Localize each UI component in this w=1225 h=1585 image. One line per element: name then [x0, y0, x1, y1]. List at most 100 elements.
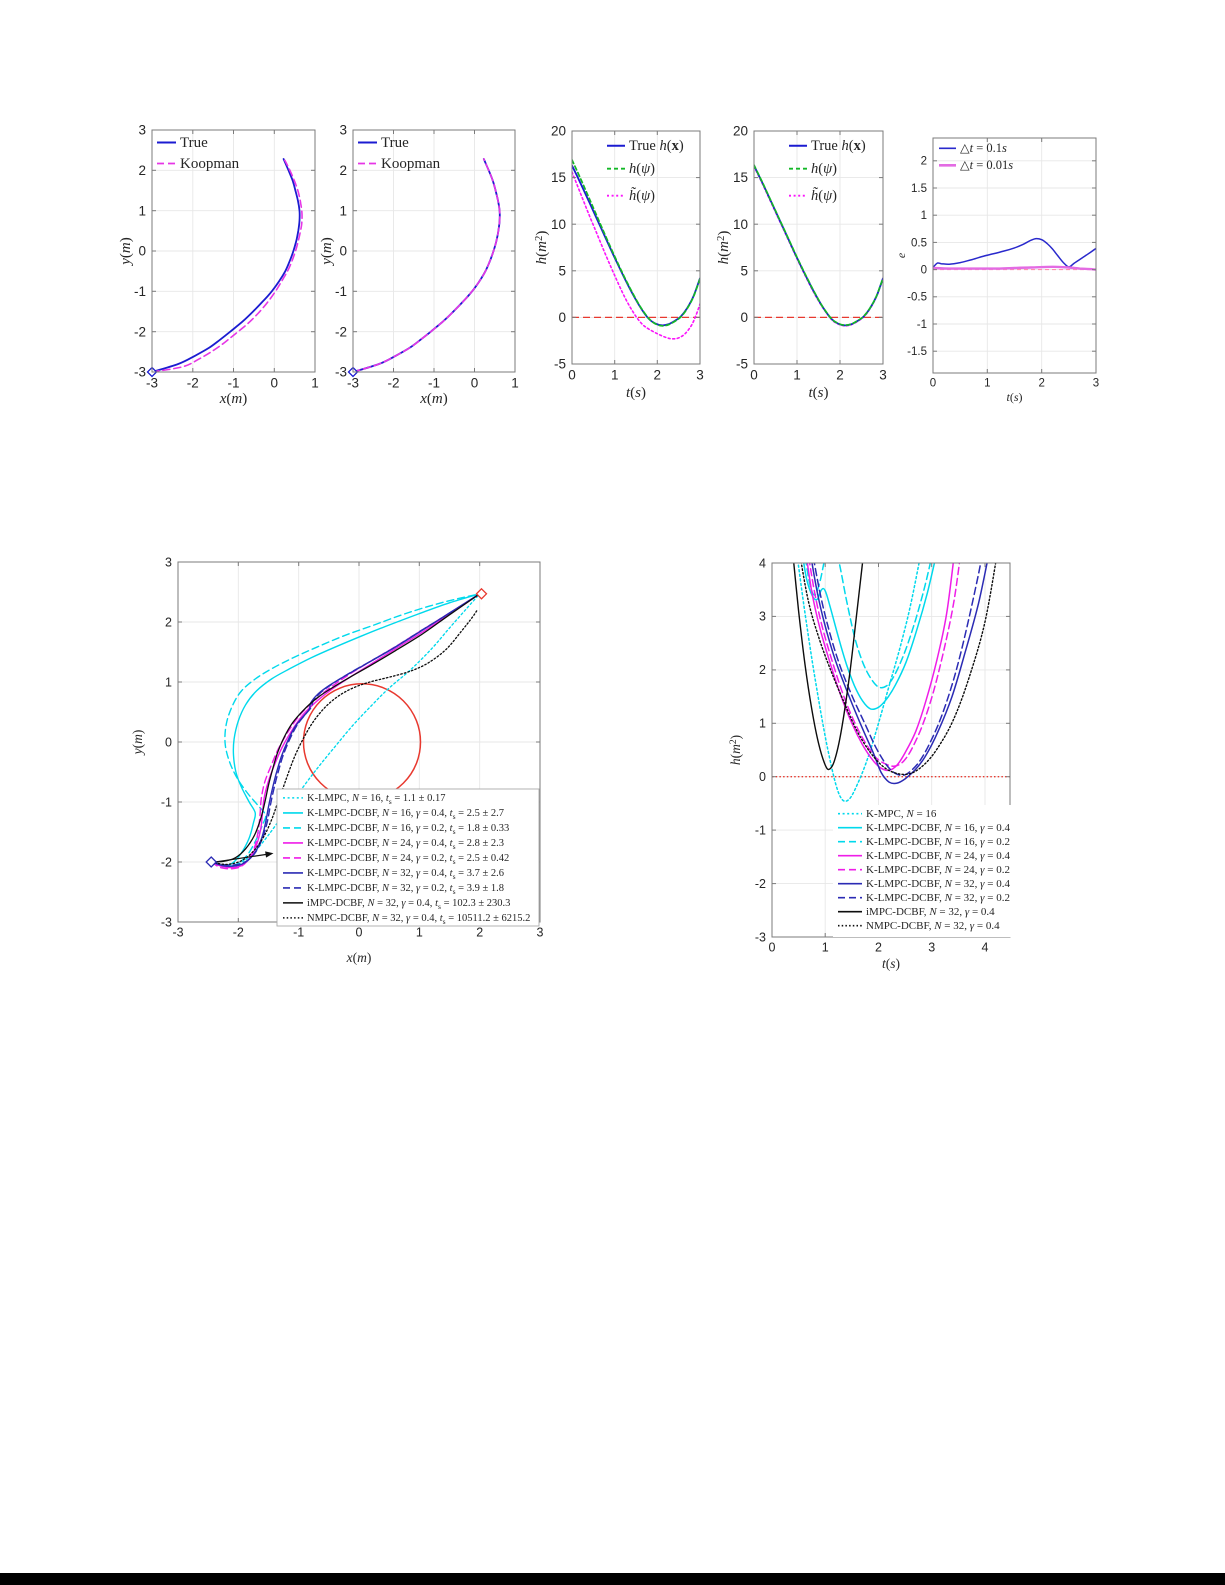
- x-tick-label: -1: [227, 376, 239, 391]
- series-koopman-trajectory: [353, 158, 501, 372]
- y-tick-label: 5: [558, 263, 566, 278]
- y-tick-label: 10: [733, 217, 748, 232]
- legend-label-k-lmpc-dcbf-n32-g04: K-LMPC-DCBF, N = 32, γ = 0.4: [866, 878, 1010, 890]
- legend-label-k-lmpc-dcbf-n32-g02: K-LMPC-DCBF, N = 32, γ = 0.2, ts = 3.9 ±…: [307, 883, 504, 896]
- x-tick-label: -3: [347, 376, 359, 391]
- legend-prediction-error: △t = 0.1s △t = 0.01s: [939, 141, 1013, 172]
- series-h-tilde-psi: [572, 171, 700, 340]
- legend-mpc-cbf-values: K-MPC, N = 16 K-LMPC-DCBF, N = 16, γ = 0.…: [833, 805, 1013, 937]
- legend-cbf-approx-1: True h(x) h(ψ) h̃(ψ): [607, 138, 684, 204]
- y-tick-label: -2: [335, 324, 347, 339]
- x-tick-label: -2: [187, 376, 199, 391]
- legend-label-impc-dcbf-n32-g04: iMPC-DCBF, N = 32, γ = 0.4, ts = 102.3 ±…: [307, 898, 510, 911]
- y-tick-label: 2: [921, 156, 927, 168]
- legend-label-k-lmpc-dcbf-n24-g04: K-LMPC-DCBF, N = 24, γ = 0.4: [866, 850, 1010, 862]
- x-tick-label: 2: [476, 926, 483, 940]
- plot-koopman-traj-2: -3 -2 -1 0 1 -3 -2 -1 0 1 2 3 x(m) y(m) True Koopman: [319, 123, 519, 407]
- y-tick-label: -2: [134, 324, 146, 339]
- series-h-psi: [754, 164, 883, 326]
- legend-cbf-approx-2: True h(x) h(ψ) h̃(ψ): [789, 138, 866, 204]
- y-tick-label: -3: [134, 365, 146, 380]
- axes-box-cbf-approx-1: [571, 130, 701, 365]
- x-axis-label: x(m): [219, 391, 248, 407]
- legend-label-k-lmpc-dcbf-n16-g04: K-LMPC-DCBF, N = 16, γ = 0.4: [866, 822, 1010, 834]
- y-axis-label: h(m2): [728, 735, 743, 765]
- y-tick-label: -0.5: [907, 292, 927, 304]
- x-tick-label: 4: [982, 941, 989, 955]
- series-k-lmpc-dcbf-n16-g02: [805, 563, 932, 689]
- legend-label-k-lmpc-n16: K-LMPC, N = 16, ts = 1.1 ± 0.17: [307, 793, 445, 806]
- y-tick-label: 3: [138, 123, 146, 138]
- legend-koopman-traj-2: True Koopman: [358, 135, 441, 172]
- series-nmpc-dcbf-n32-g04: [800, 563, 997, 776]
- plot-area-cbf-approx-1: [572, 159, 700, 340]
- y-tick-label: 1: [339, 203, 347, 218]
- y-tick-label: 1: [759, 717, 766, 731]
- y-tick-label: -1: [755, 823, 766, 837]
- legend-label-err-dt-0p01: △t = 0.01s: [960, 158, 1013, 172]
- x-tick-label: 2: [836, 368, 844, 383]
- legend-label-k-lmpc-dcbf-n24-g02: K-LMPC-DCBF, N = 24, γ = 0.2: [866, 864, 1010, 876]
- x-tick-label: 0: [568, 368, 576, 383]
- y-tick-label: -1: [161, 795, 172, 809]
- series-k-mpc-n16: [797, 563, 920, 802]
- legend-label-k-lmpc-dcbf-n24-g04: K-LMPC-DCBF, N = 24, γ = 0.4, ts = 2.8 ±…: [307, 838, 504, 851]
- y-tick-label: 3: [759, 610, 766, 624]
- y-axis-label: y(m): [130, 730, 145, 757]
- x-tick-label: 3: [928, 941, 935, 955]
- y-tick-label: 2: [759, 663, 766, 677]
- y-tick-label: -2: [755, 877, 766, 891]
- x-tick-label: 0: [750, 368, 758, 383]
- plot-area-mpc-trajectories: [210, 593, 481, 870]
- legend-label-err-dt-0p1: △t = 0.1s: [960, 141, 1007, 155]
- y-axis-label: y(m): [118, 237, 134, 267]
- x-tick-label: 1: [416, 926, 423, 940]
- x-tick-label: -2: [387, 376, 399, 391]
- y-tick-label: 15: [551, 170, 566, 185]
- legend-label-h-tilde-psi: h̃(ψ): [629, 187, 655, 204]
- legend-label-h-tilde-psi: h̃(ψ): [811, 187, 837, 204]
- legend-mpc-trajectories: K-LMPC, N = 16, ts = 1.1 ± 0.17 K-LMPC-DC…: [276, 788, 540, 927]
- x-tick-label: 0: [271, 376, 279, 391]
- y-tick-label: 4: [759, 556, 766, 570]
- x-tick-label: 2: [875, 941, 882, 955]
- y-tick-label: 0.5: [911, 237, 927, 249]
- y-tick-label: 0: [339, 244, 347, 259]
- series-k-lmpc-dcbf-n24-g04: [806, 563, 954, 772]
- series-h-psi: [572, 159, 700, 327]
- plot-area-cbf-approx-2: [754, 164, 883, 327]
- y-tick-label: 1.5: [911, 183, 927, 195]
- x-tick-label: 1: [511, 376, 519, 391]
- legend-label-true-h: True h(x): [811, 138, 866, 154]
- x-tick-label: 3: [879, 368, 887, 383]
- y-tick-label: 0: [921, 265, 927, 277]
- y-tick-label: -3: [335, 365, 347, 380]
- x-tick-label: 1: [984, 378, 990, 390]
- legend-label-true-h: True h(x): [629, 138, 684, 154]
- legend-label-koopman-trajectory: Koopman: [180, 156, 240, 172]
- y-tick-label: -1: [335, 284, 347, 299]
- series-true-trajectory: [353, 158, 501, 372]
- waypoint-diamond-marker: [475, 587, 488, 600]
- direction-arrow-head: [265, 851, 274, 858]
- x-tick-label: -2: [233, 926, 244, 940]
- legend-label-k-lmpc-dcbf-n16-g02: K-LMPC-DCBF, N = 16, γ = 0.2, ts = 1.8 ±…: [307, 823, 509, 836]
- grid-koopman-traj-1: [152, 130, 315, 372]
- plot-area-mpc-cbf-values: [772, 563, 1010, 802]
- y-tick-label: -5: [736, 357, 748, 372]
- direction-arrow: [215, 853, 272, 863]
- series-true-trajectory: [152, 158, 301, 372]
- grid-prediction-error: [933, 138, 1096, 373]
- y-tick-label: -2: [161, 855, 172, 869]
- y-tick-label: 3: [165, 555, 172, 569]
- x-tick-label: 0: [356, 926, 363, 940]
- series-impc-dcbf-n32-g04: [210, 593, 481, 863]
- y-tick-label: 0: [759, 770, 766, 784]
- y-tick-label: 0: [740, 310, 748, 325]
- plot-prediction-error: 0 1 2 3-1.5-1-0.500.511.52t(s)e△t = 0.1s△t …: [894, 137, 1099, 404]
